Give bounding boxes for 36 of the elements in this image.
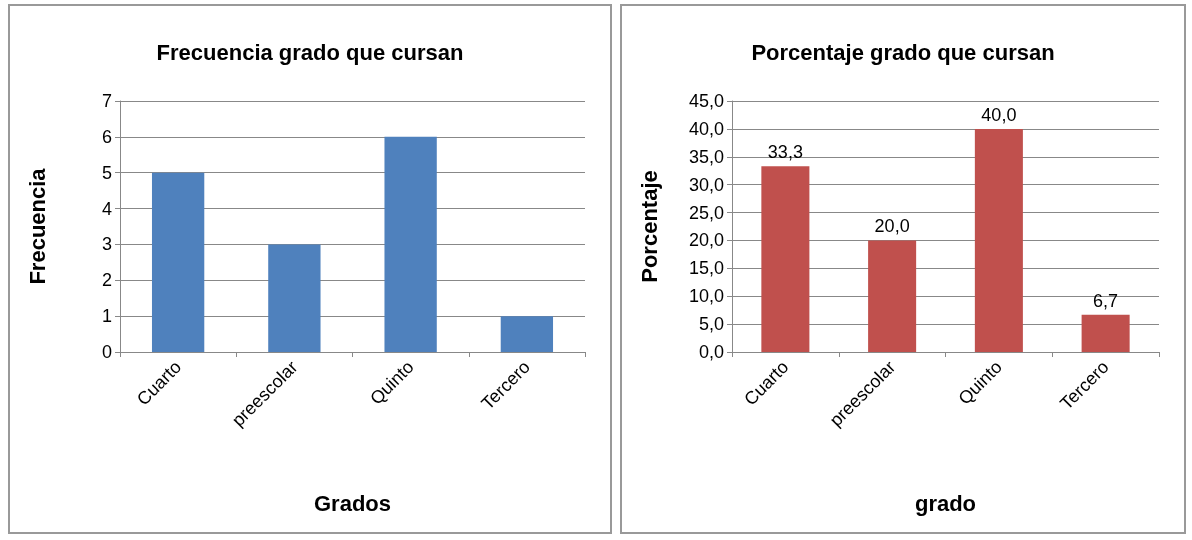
bar xyxy=(1081,314,1130,352)
y-tick-label: 5,0 xyxy=(698,314,724,335)
y-axis-title: Frecuencia xyxy=(24,167,50,285)
y-tick-label: 4 xyxy=(101,198,112,219)
y-tick-label: 45,0 xyxy=(688,91,724,111)
y-tick-label: 1 xyxy=(101,306,112,327)
y-tick-label: 20,0 xyxy=(688,230,724,251)
y-tick-label: 5 xyxy=(101,162,112,183)
data-label: 6,7 xyxy=(1093,290,1119,311)
chart-title: Frecuencia grado que cursan xyxy=(156,39,464,65)
chart-title: Porcentaje grado que cursan xyxy=(751,39,1055,65)
bar xyxy=(868,240,917,352)
y-tick-label: 15,0 xyxy=(688,258,724,279)
y-tick-label: 7 xyxy=(101,91,112,111)
y-tick-label: 35,0 xyxy=(688,146,724,167)
bar xyxy=(974,128,1023,352)
bar xyxy=(384,136,437,352)
y-tick-label: 0,0 xyxy=(698,342,724,362)
y-tick-label: 30,0 xyxy=(688,174,724,195)
x-axis-title: grado xyxy=(914,490,977,516)
x-axis-title: Grados xyxy=(313,490,392,516)
y-tick-label: 2 xyxy=(101,270,112,291)
y-tick-label: 10,0 xyxy=(688,286,724,307)
y-tick-label: 3 xyxy=(101,234,112,255)
bar xyxy=(268,244,321,352)
data-label: 33,3 xyxy=(767,142,803,163)
bar xyxy=(761,166,810,352)
data-label: 20,0 xyxy=(874,216,910,237)
y-axis-title: Porcentaje xyxy=(636,170,662,283)
y-tick-label: 25,0 xyxy=(688,202,724,223)
bar xyxy=(151,172,205,352)
y-tick-label: 40,0 xyxy=(688,118,724,139)
y-tick-label: 6 xyxy=(101,126,112,147)
bar xyxy=(500,316,554,352)
y-tick-label: 0 xyxy=(101,342,112,362)
data-label: 40,0 xyxy=(981,104,1017,125)
